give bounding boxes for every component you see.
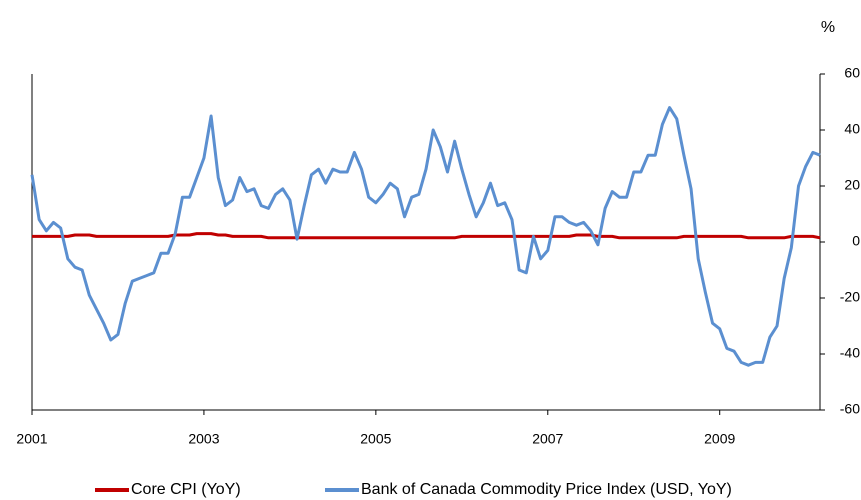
x-tick-label: 2005 xyxy=(360,431,391,447)
x-tick-label: 2009 xyxy=(704,431,735,447)
y-tick-label: 20 xyxy=(844,177,860,193)
y-tick-label: -60 xyxy=(840,401,860,417)
y-tick-label: 60 xyxy=(844,65,860,81)
x-tick-label: 2001 xyxy=(16,431,47,447)
legend-label: Core CPI (YoY) xyxy=(131,481,241,498)
y-tick-label: -40 xyxy=(840,345,860,361)
y-tick-label: -20 xyxy=(840,289,860,305)
series-line xyxy=(32,232,821,240)
y-axis-unit: % xyxy=(821,19,835,36)
x-tick-label: 2007 xyxy=(532,431,563,447)
legend-label: Bank of Canada Commodity Price Index (US… xyxy=(361,481,732,498)
y-tick-label: 40 xyxy=(844,121,860,137)
series-line xyxy=(30,106,821,367)
x-tick-label: 2003 xyxy=(188,431,219,447)
y-tick-label: 0 xyxy=(852,233,860,249)
